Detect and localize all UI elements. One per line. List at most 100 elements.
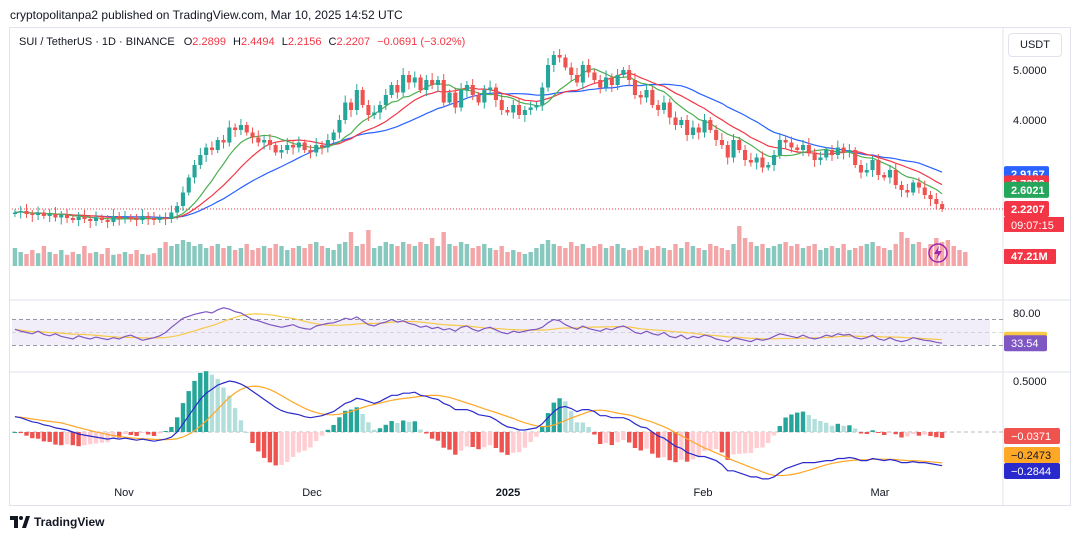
volume-bar xyxy=(140,254,145,266)
candle xyxy=(592,69,597,83)
volume-bar xyxy=(841,244,846,266)
currency-selector[interactable]: USDT xyxy=(1008,33,1062,57)
volume-bar xyxy=(847,250,852,266)
candle-body xyxy=(638,95,643,98)
candle xyxy=(418,74,423,93)
candle xyxy=(343,95,348,124)
macd-histogram-bar xyxy=(893,432,898,435)
candle xyxy=(754,153,759,170)
candle-body xyxy=(401,75,406,93)
volume-bar xyxy=(76,254,81,266)
candle xyxy=(905,184,910,198)
candle xyxy=(88,215,93,228)
macd-histogram-bar xyxy=(499,432,504,453)
volume-bar xyxy=(464,244,470,266)
candle-body xyxy=(372,112,377,115)
volume-bar xyxy=(314,242,319,266)
macd-histogram-bar xyxy=(673,432,678,463)
rsi-tick-label: 80.00 xyxy=(1013,308,1041,320)
volume-bar xyxy=(360,244,365,266)
volume-bar xyxy=(256,248,261,266)
candle xyxy=(395,80,400,99)
volume-bar xyxy=(146,254,151,266)
candle-body xyxy=(580,65,585,83)
candle xyxy=(244,122,249,136)
candle-body xyxy=(378,105,383,113)
macd-histogram-bar xyxy=(59,432,64,446)
candle-body xyxy=(476,95,481,103)
candle xyxy=(53,207,58,222)
candle xyxy=(916,177,921,194)
macd-histogram-bar xyxy=(748,432,754,453)
volume-bar xyxy=(569,242,574,266)
candle xyxy=(911,179,916,196)
macd-histogram-bar xyxy=(111,432,116,438)
candle-body xyxy=(569,67,574,75)
volume-bar xyxy=(163,242,168,266)
candle-body xyxy=(644,90,649,98)
candle xyxy=(841,143,846,160)
macd-histogram-bar xyxy=(244,432,249,433)
price-badge xyxy=(1004,200,1049,217)
candle-body xyxy=(661,102,666,110)
footer-brand-label: TradingView xyxy=(34,515,105,529)
macd-histogram-bar xyxy=(186,391,191,432)
candle-body xyxy=(563,57,568,68)
candle xyxy=(169,205,174,223)
candle xyxy=(291,141,296,155)
candle-body xyxy=(447,92,452,103)
volume-bar xyxy=(812,244,817,266)
volume-bar xyxy=(702,250,707,266)
volume-bar xyxy=(876,246,881,266)
volume-bar xyxy=(771,246,777,266)
candle xyxy=(673,111,678,130)
candle-body xyxy=(99,217,104,220)
candle xyxy=(65,209,70,223)
macd-histogram-bar xyxy=(146,432,151,435)
macd-histogram-bar xyxy=(319,432,325,436)
volume-bar xyxy=(644,250,649,266)
macd-histogram-bar xyxy=(175,417,180,432)
candle xyxy=(308,145,313,159)
volume-bar xyxy=(487,248,493,266)
volume-bar xyxy=(742,238,748,266)
candle xyxy=(192,160,197,184)
macd-histogram-bar xyxy=(725,432,730,460)
volume-bar xyxy=(366,230,371,266)
volume-bar xyxy=(638,246,643,266)
candle-body xyxy=(801,145,806,150)
candle-body xyxy=(244,125,249,133)
candle-body xyxy=(349,102,354,110)
candle-body xyxy=(128,217,133,219)
macd-histogram-bar xyxy=(818,421,823,432)
candle xyxy=(853,147,858,168)
volume-bar xyxy=(853,248,858,266)
macd-histogram-bar xyxy=(412,421,417,432)
candle-body xyxy=(146,216,151,218)
candle-body xyxy=(679,120,684,125)
macd-histogram-bar xyxy=(916,432,922,436)
macd-histogram-bar xyxy=(661,432,667,458)
volume-bar xyxy=(835,248,840,266)
candle xyxy=(876,154,881,180)
macd-histogram-bar xyxy=(482,432,487,448)
volume-bar xyxy=(690,246,696,266)
volume-bar xyxy=(64,254,70,266)
macd-histogram-bar xyxy=(12,432,18,433)
volume-bar xyxy=(580,244,585,266)
symbol-title[interactable]: SUI / TetherUS · 1D · BINANCE xyxy=(19,36,175,48)
candle xyxy=(360,87,365,108)
candle-body xyxy=(383,95,388,105)
candle-body xyxy=(696,127,701,133)
candle xyxy=(215,137,220,153)
candle-body xyxy=(760,157,765,168)
macd-histogram-bar xyxy=(632,432,638,448)
candle-body xyxy=(117,216,122,219)
volume-bar xyxy=(24,254,29,266)
volume-bar xyxy=(609,246,614,266)
candle xyxy=(719,133,724,149)
candle-body xyxy=(441,80,446,103)
macd-histogram-bar xyxy=(470,432,475,447)
candle xyxy=(47,209,52,222)
